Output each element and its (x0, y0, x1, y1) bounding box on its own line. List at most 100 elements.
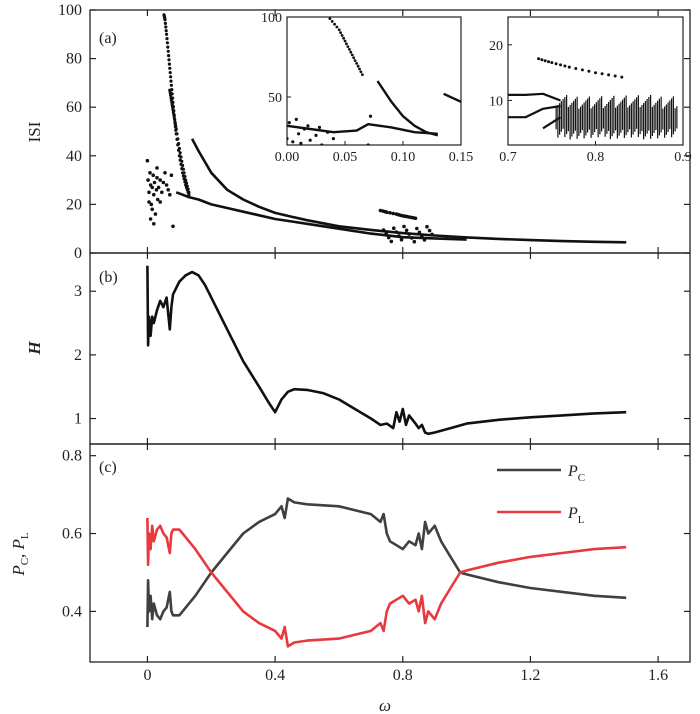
inset-1-frame (286, 16, 462, 146)
isi-point (166, 188, 170, 192)
isi-point (430, 232, 434, 237)
isi-point (173, 122, 177, 126)
isi-point (402, 224, 406, 229)
axis-ticks: 0 0.4 0.8 1.2 1.6 0 20 40 60 80 100 1 2 3 0.4 0.6 0.8 (58, 2, 690, 684)
isi-point (404, 228, 409, 233)
inset-point (361, 73, 364, 76)
inset-point (607, 73, 611, 77)
legend: PC PL (497, 463, 585, 526)
isi-point (170, 100, 174, 104)
isi-point (181, 163, 185, 168)
inset-x-tick-label: 0.9 (674, 150, 692, 165)
inset-point (314, 133, 318, 137)
isi-point (385, 210, 389, 214)
inset-point (359, 70, 363, 74)
isi-point (160, 190, 164, 195)
isi-point (161, 180, 166, 185)
y-tick-label: 1 (74, 411, 82, 428)
inset-point (352, 56, 356, 60)
inset-point (342, 36, 345, 40)
legend-pl-main: P (567, 505, 578, 522)
isi-point (397, 234, 401, 238)
x-tick-label: 0.8 (393, 667, 413, 684)
isi-point (427, 228, 432, 233)
y-tick-label: 0.8 (62, 448, 82, 465)
isi-branch-main (190, 138, 627, 244)
inset-line (508, 104, 561, 119)
inset-x-tick-label: 0.05 (333, 150, 358, 165)
isi-point (407, 232, 411, 236)
inset-point (308, 138, 312, 142)
inset-point (287, 121, 291, 125)
isi-point (150, 207, 154, 212)
isi-point (166, 45, 170, 49)
isi-point (175, 132, 179, 136)
data-marks (145, 13, 627, 648)
inset-point (540, 58, 544, 62)
inset-y-tick-label: 100 (261, 11, 282, 26)
inset-y-tick-label: 20 (489, 39, 503, 54)
inset-line (508, 92, 561, 102)
isi-point (409, 236, 414, 240)
isi-point (169, 95, 173, 100)
isi-point (155, 197, 160, 202)
inset-2-frame (507, 16, 684, 146)
isi-point (185, 184, 189, 188)
isi-point (158, 178, 162, 182)
inset-point (613, 74, 617, 78)
inset-point (348, 48, 351, 51)
inset-point (326, 130, 330, 134)
legend-pc-main: P (567, 463, 578, 480)
isi-point (152, 222, 156, 226)
inset-x-tick-label: 0.8 (587, 150, 605, 165)
y-tick-label: 0.4 (62, 603, 82, 620)
isi-point (164, 25, 168, 29)
inset-x-tick-label: 0.00 (275, 150, 300, 165)
inset-point (600, 72, 604, 76)
isi-point (389, 239, 394, 244)
isi-point (149, 202, 154, 207)
inset-point (353, 59, 357, 62)
isi-point (168, 91, 172, 95)
isi-point (187, 193, 191, 197)
inset-point (340, 34, 344, 37)
isi-point (399, 237, 404, 242)
inset-point (320, 143, 324, 145)
isi-point (156, 185, 161, 190)
isi-point (171, 105, 175, 109)
isi-point (148, 217, 153, 221)
isi-point (165, 37, 169, 41)
inset-point (343, 39, 347, 43)
inset-point (580, 68, 584, 72)
isi-point (179, 155, 183, 159)
isi-point (169, 93, 173, 97)
isi-point (158, 200, 162, 204)
inset-point (547, 60, 550, 64)
isi-point (172, 115, 176, 119)
panel-c-frame (89, 443, 691, 663)
isi-point (146, 178, 150, 182)
isi-point (171, 224, 175, 229)
isi-point (420, 234, 424, 238)
inset-point (537, 57, 541, 61)
isi-point (422, 238, 427, 242)
isi-point (147, 200, 151, 204)
inset-point (587, 69, 591, 73)
isi-point (154, 188, 159, 192)
isi-point (174, 127, 178, 131)
isi-point (166, 49, 170, 53)
isi-point (168, 88, 172, 92)
x-tick-label: 0.4 (265, 667, 285, 684)
inset-x-tick-label: 0.7 (499, 150, 517, 165)
isi-point (173, 120, 177, 124)
inset-line (376, 80, 439, 137)
inset-point (317, 125, 322, 129)
inset-point (331, 137, 335, 141)
x-axis-label: ω (379, 696, 391, 714)
isi-point (391, 211, 396, 216)
inset-point (620, 75, 624, 79)
h-line (146, 265, 627, 436)
inset-point (349, 50, 353, 54)
inset-point (358, 67, 361, 71)
y-axis-label-h: H (25, 341, 44, 356)
